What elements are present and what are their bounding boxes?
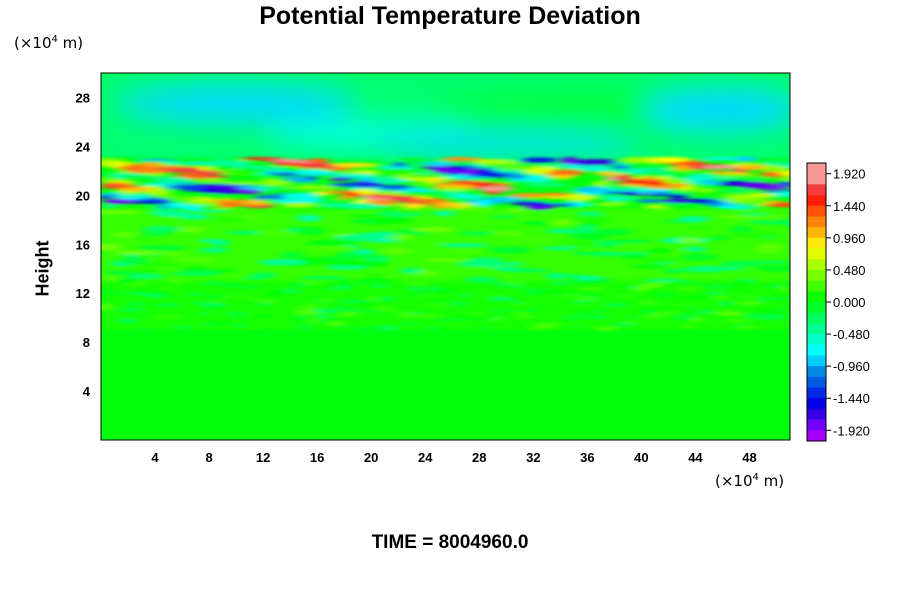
- colorbar-step: [807, 173, 826, 185]
- x-tick-label: 8: [205, 450, 212, 465]
- colorbar-step: [807, 248, 826, 260]
- colorbar-step: [807, 430, 826, 442]
- y-tick-label: 12: [76, 286, 90, 301]
- x-tick-label: 32: [526, 450, 540, 465]
- x-tick-label: 44: [688, 450, 703, 465]
- y-tick-label: 24: [76, 139, 91, 154]
- colorbar-label: -0.960: [833, 359, 870, 374]
- y-unit-prefix: (×10: [14, 34, 52, 52]
- colorbar-label: 0.480: [833, 263, 866, 278]
- colorbar-step: [807, 163, 826, 174]
- colorbar-step: [807, 291, 826, 303]
- x-tick-label: 4: [151, 450, 159, 465]
- colorbar-step: [807, 227, 826, 239]
- colorbar-step: [807, 398, 826, 410]
- colorbar-label: 1.920: [833, 167, 866, 182]
- colorbar-step: [807, 312, 826, 324]
- colorbar-step: [807, 408, 826, 420]
- chart-title: Potential Temperature Deviation: [259, 2, 641, 30]
- y-tick-label: 16: [76, 237, 90, 252]
- colorbar-step: [807, 259, 826, 271]
- colorbar-step: [807, 387, 826, 399]
- y-unit-suffix: m): [57, 34, 84, 52]
- x-axis-unit: (×104 m): [715, 472, 784, 490]
- plot-frame: [100, 72, 791, 441]
- x-tick-label: 36: [580, 450, 594, 465]
- colorbar-step: [807, 366, 826, 378]
- colorbar-step: [807, 302, 826, 313]
- colorbar-label: 0.000: [833, 295, 866, 310]
- y-tick-label: 20: [76, 188, 90, 203]
- colorbar-label: -1.440: [833, 391, 870, 406]
- colorbar-step: [807, 269, 826, 281]
- x-unit-exponent: 4: [752, 472, 759, 483]
- x-unit-suffix: m): [758, 472, 785, 490]
- y-tick-label: 4: [83, 384, 91, 399]
- x-tick-label: 16: [310, 450, 324, 465]
- y-unit-exponent: 4: [51, 34, 58, 45]
- x-tick-label: 48: [742, 450, 756, 465]
- x-tick-labels: 4 8 12 16 20 24 28 32 36 40 44 48: [151, 450, 756, 465]
- colorbar-step: [807, 184, 826, 196]
- colorbar-label: -1.920: [833, 423, 870, 438]
- y-tick-label: 28: [76, 90, 90, 105]
- colorbar-step: [807, 355, 826, 367]
- colorbar-labels: 1.920 1.440 0.960 0.480 0.000 -0.480 -0.960 -1.…: [826, 167, 870, 438]
- colorbar-step: [807, 376, 826, 388]
- x-tick-label: 40: [634, 450, 648, 465]
- time-label: TIME = 8004960.0: [371, 532, 529, 553]
- colorbar-label: -0.480: [833, 327, 870, 342]
- colorbar-step: [807, 237, 826, 249]
- colorbar-step: [807, 195, 826, 207]
- x-tick-label: 24: [418, 450, 433, 465]
- temperature-field: [101, 73, 790, 440]
- y-axis-unit: (×104 m): [14, 34, 83, 52]
- y-tick-label: 8: [83, 335, 90, 350]
- x-tick-label: 12: [256, 450, 270, 465]
- colorbar-step: [807, 216, 826, 228]
- colorbar: [806, 162, 827, 442]
- y-tick-labels: 4 8 12 16 20 24 28: [76, 90, 91, 399]
- colorbar-step: [807, 344, 826, 356]
- colorbar-step: [807, 419, 826, 431]
- colorbar-step: [807, 323, 826, 335]
- colorbar-label: 0.960: [833, 231, 866, 246]
- x-tick-label: 20: [364, 450, 378, 465]
- colorbar-step: [807, 334, 826, 346]
- colorbar-step: [807, 205, 826, 217]
- x-tick-label: 28: [472, 450, 486, 465]
- x-unit-prefix: (×10: [715, 472, 753, 490]
- colorbar-step: [807, 280, 826, 292]
- colorbar-label: 1.440: [833, 199, 866, 214]
